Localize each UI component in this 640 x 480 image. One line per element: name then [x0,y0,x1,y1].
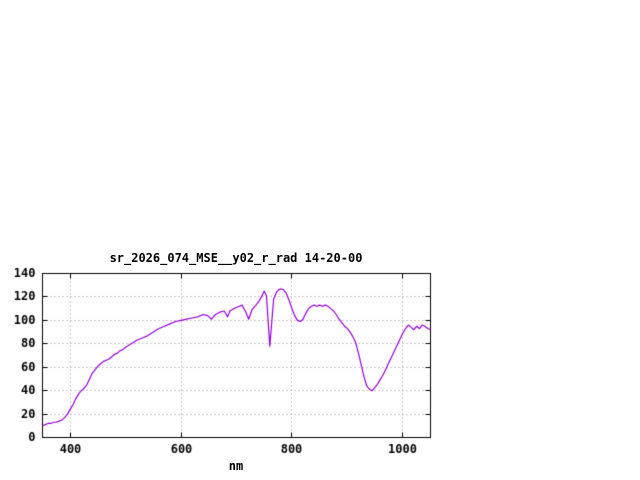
chart-title: sr_2026_074_MSE__y02_r_rad 14-20-00 [109,251,363,265]
x-axis-label: nm [228,459,244,473]
